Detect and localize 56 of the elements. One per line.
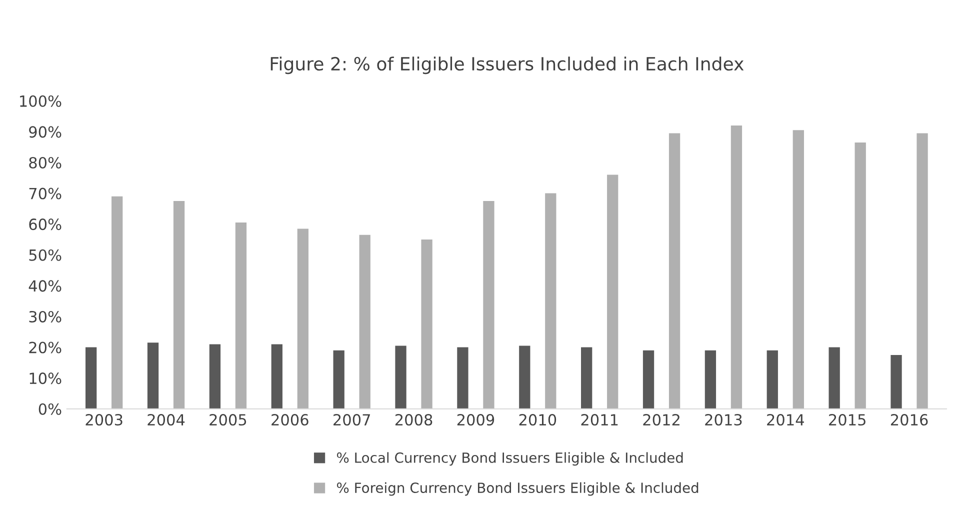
y-tick-label: 10% <box>30 372 62 384</box>
x-tick-label: 2015 <box>829 414 866 426</box>
bar <box>704 350 716 409</box>
bar <box>642 350 654 409</box>
y-tick-label: 80% <box>29 156 62 169</box>
bar <box>209 344 221 409</box>
x-tick-label: 2004 <box>148 414 185 426</box>
y-tick-label: 0% <box>38 403 62 415</box>
bar <box>421 239 432 409</box>
bar <box>792 130 804 409</box>
bar <box>395 346 406 409</box>
x-tick-label: 2005 <box>210 414 246 426</box>
bar <box>545 193 556 409</box>
x-tick-label: 2012 <box>643 414 680 426</box>
legend-label: % Local Currency Bond Issuers Eligible & Included <box>336 452 683 466</box>
bar <box>766 350 778 409</box>
y-tick-label: 40% <box>28 280 62 292</box>
bar <box>297 228 308 409</box>
bar <box>607 174 618 409</box>
x-tick-label: 2016 <box>890 414 928 426</box>
x-tick-label: 2009 <box>457 414 494 426</box>
x-tick-label: 2010 <box>519 414 556 426</box>
x-tick-label: 2003 <box>86 414 122 426</box>
chart-title: Figure 2: % of Eligible Issuers Included in Each Index <box>270 56 744 74</box>
y-tick-label: 90% <box>29 126 62 138</box>
x-tick-label: 2011 <box>581 414 618 426</box>
bar <box>519 346 530 409</box>
bar <box>359 234 370 409</box>
bar <box>457 347 468 409</box>
x-tick-label: 2008 <box>395 414 432 426</box>
bar <box>730 126 742 409</box>
bar <box>581 347 592 409</box>
bar <box>271 344 282 409</box>
bar <box>854 142 866 409</box>
bar <box>333 350 344 409</box>
bar <box>147 342 159 409</box>
x-tick-label: 2006 <box>272 414 308 426</box>
bar <box>828 347 840 409</box>
y-tick-label: 70% <box>29 188 62 200</box>
x-tick-label: 2013 <box>705 414 742 426</box>
y-tick-label: 100% <box>20 95 62 107</box>
bar <box>86 347 97 409</box>
legend-label: % Foreign Currency Bond Issuers Eligible & Included <box>336 482 698 496</box>
bar <box>112 196 123 409</box>
bar <box>235 222 247 409</box>
y-tick-label: 60% <box>29 218 62 230</box>
bar <box>668 133 680 409</box>
y-tick-label: 20% <box>29 342 62 354</box>
x-tick-label: 2014 <box>767 414 804 426</box>
y-tick-label: 30% <box>29 310 62 322</box>
bar <box>173 200 185 409</box>
bar <box>890 354 902 409</box>
bar <box>483 200 494 409</box>
bar <box>916 133 928 409</box>
y-tick-label: 50% <box>29 249 62 261</box>
x-tick-label: 2007 <box>334 414 370 426</box>
